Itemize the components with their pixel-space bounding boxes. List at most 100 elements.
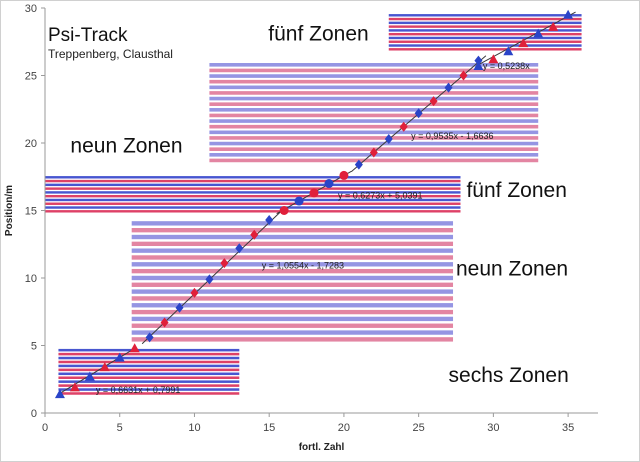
data-point-triangle [99, 362, 110, 372]
zone-stripe [58, 380, 240, 383]
zone-stripe [209, 85, 539, 90]
data-point-diamond [235, 243, 244, 254]
zone-stripe [58, 384, 240, 387]
data-point-triangle [503, 46, 514, 56]
x-axis-title: fortl. Zahl [299, 442, 345, 453]
zone-stripe [131, 241, 454, 247]
zone-stripe [131, 234, 454, 240]
zone-stripe [209, 96, 539, 101]
data-point-diamond [444, 82, 453, 93]
zone-stripe [388, 21, 582, 25]
zone-stripe [131, 255, 454, 260]
x-tick-label: 15 [263, 422, 275, 434]
x-tick-label: 25 [413, 422, 425, 434]
zone-stripe [131, 303, 454, 308]
y-tick-label: 10 [25, 273, 37, 285]
zone-stripe [209, 102, 539, 106]
zone-stripe [45, 191, 461, 194]
zone-stripe [58, 360, 240, 364]
zone-stripe [388, 36, 582, 40]
zone-stripe [209, 130, 539, 135]
data-point-diamond [250, 229, 259, 240]
zone-stripe [388, 40, 582, 43]
data-point-circle [294, 196, 304, 206]
zone-stripe [58, 352, 240, 356]
y-tick-label: 25 [25, 71, 37, 83]
data-point-diamond [220, 258, 229, 269]
zone-stripe [209, 63, 539, 67]
zone-stripe [58, 388, 240, 391]
fit-line [478, 11, 576, 66]
fit-equation-label: y = 0,6631x + 0,7991 [96, 385, 181, 395]
data-point-diamond [459, 70, 468, 81]
zone-stripe [131, 316, 454, 322]
data-point-diamond [399, 121, 408, 132]
data-point-diamond [175, 302, 184, 313]
zone-stripe [209, 79, 539, 84]
data-point-circle [324, 179, 334, 188]
zone-stripe [388, 29, 582, 32]
data-point-triangle [114, 352, 125, 362]
zone-stripe [388, 44, 582, 47]
y-tick-label: 5 [31, 341, 37, 353]
chart-title: Psi-Track [48, 25, 128, 46]
zone-stripe [209, 119, 539, 123]
zone-stripe [58, 392, 240, 395]
x-tick-label: 0 [42, 422, 48, 434]
zone-stripe [209, 141, 539, 146]
zone-stripe [58, 364, 240, 368]
zone-stripe [131, 282, 454, 287]
x-tick-label: 35 [562, 422, 574, 434]
zone-stripe [209, 136, 539, 140]
zone-stripe [45, 183, 461, 187]
fit-equation-label: y = 0,9535x - 1,6636 [411, 131, 493, 141]
zone-label: fünf Zonen [268, 22, 368, 45]
zone-stripe [58, 356, 240, 360]
zone-stripe [58, 372, 240, 376]
zone-stripe [388, 25, 582, 28]
y-tick-label: 30 [25, 3, 37, 15]
data-point-triangle [533, 28, 544, 38]
data-point-triangle [129, 343, 140, 353]
zone-stripe [209, 108, 539, 112]
zone-stripe [209, 74, 539, 78]
zone-stripe [45, 202, 461, 205]
zone-stripe [45, 194, 461, 198]
zone-stripe [131, 262, 454, 267]
data-point-triangle [563, 9, 574, 19]
zone-stripe [388, 14, 582, 17]
data-point-triangle [488, 54, 499, 64]
zone-stripe [131, 309, 454, 315]
y-tick-label: 0 [31, 408, 37, 420]
zone-stripe [45, 206, 461, 209]
zone-stripe [209, 91, 539, 95]
fit-equation-label: y = 0,6273x + 5,0391 [338, 190, 423, 200]
data-point-diamond [369, 147, 378, 158]
data-point-diamond [414, 108, 423, 119]
zone-stripe [388, 17, 582, 21]
zone-stripe [131, 248, 454, 253]
data-point-diamond [160, 317, 169, 328]
fit-equation-label: y = 0,5238x [483, 61, 530, 71]
data-point-circle [279, 206, 289, 215]
zone-stripe [388, 48, 582, 51]
fit-line [59, 348, 135, 394]
y-tick-label: 20 [25, 138, 37, 150]
data-point-diamond [474, 55, 483, 66]
zone-stripe [45, 176, 461, 179]
data-point-circle [339, 170, 349, 180]
zone-stripe [45, 187, 461, 190]
zone-label: fünf Zonen [466, 179, 566, 202]
data-point-diamond [205, 274, 214, 285]
zone-label: neun Zonen [70, 134, 182, 157]
zone-stripe [131, 228, 454, 233]
zone-stripe [45, 179, 461, 183]
x-tick-label: 30 [487, 422, 499, 434]
fit-equation-label: y = 1,0554x - 1,7283 [262, 261, 344, 271]
data-point-diamond [145, 332, 154, 343]
zone-stripe [58, 368, 240, 372]
data-point-diamond [384, 133, 393, 144]
zone-stripe [209, 113, 539, 118]
